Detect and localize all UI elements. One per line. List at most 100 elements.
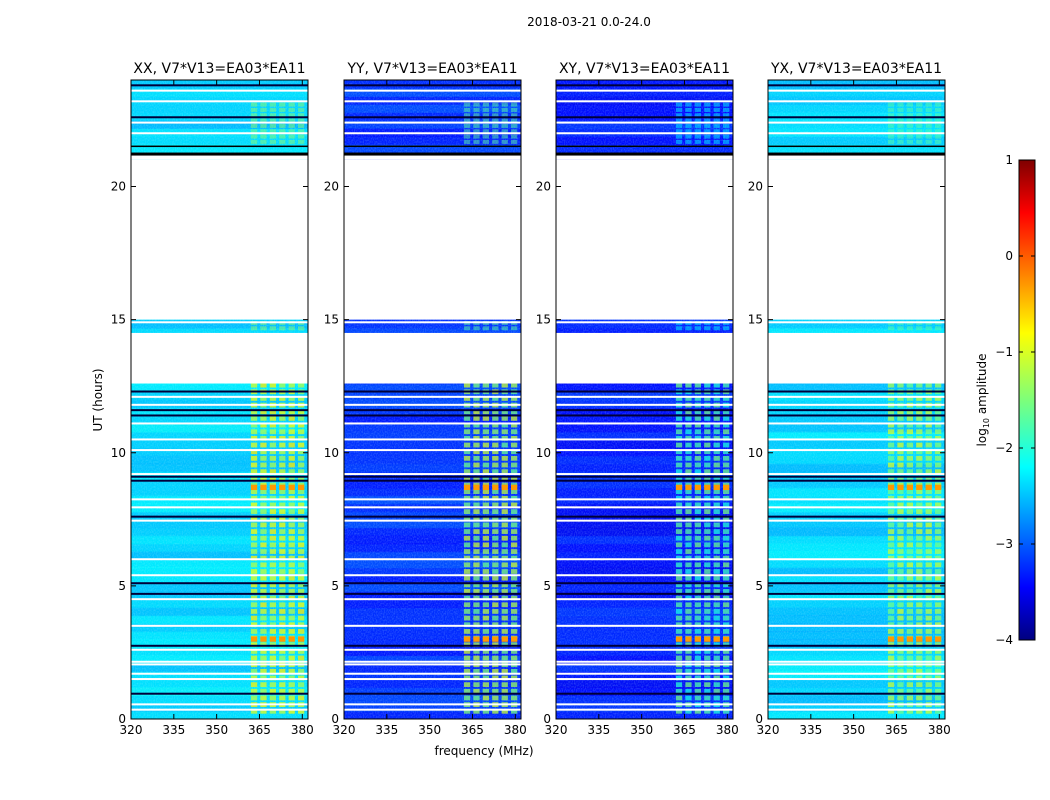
rfi-stripe <box>473 682 480 688</box>
rfi-stripe <box>260 495 267 501</box>
rfi-stripe <box>269 455 277 461</box>
rfi-stripe <box>897 695 904 701</box>
rfi-stripe <box>925 569 932 574</box>
rfi-stripe <box>501 113 508 118</box>
rfi-burst <box>935 484 942 491</box>
rfi-stripe <box>250 622 258 628</box>
rfi-stripe <box>935 326 942 331</box>
flag-line-white <box>556 672 733 675</box>
rfi-stripe <box>713 515 720 521</box>
rfi-stripe <box>887 475 895 481</box>
rfi-stripe <box>906 139 914 144</box>
rfi-stripe <box>887 615 895 621</box>
rfi-stripe <box>925 682 932 688</box>
rfi-stripe <box>473 648 480 654</box>
rfi-stripe <box>501 675 508 681</box>
rfi-stripe <box>704 569 711 574</box>
rfi-stripe <box>685 708 692 714</box>
rfi-stripe <box>473 429 480 435</box>
rfi-stripe <box>897 535 904 541</box>
rfi-stripe <box>887 113 895 118</box>
flag-line-dark <box>344 592 521 595</box>
y-tick-label: 0 <box>118 712 126 726</box>
rfi-stripe <box>463 469 471 475</box>
rfi-stripe <box>260 549 267 554</box>
rfi-stripe <box>723 502 730 508</box>
rfi-stripe <box>473 123 480 128</box>
rfi-stripe <box>288 609 295 614</box>
flag-line-white <box>344 598 521 601</box>
rfi-stripe <box>713 569 720 574</box>
rfi-stripe <box>906 675 914 681</box>
rfi-stripe <box>704 688 711 694</box>
rfi-stripe <box>463 382 471 388</box>
rfi-stripe <box>298 435 305 441</box>
colorbar: −4−3−2−101 log10 amplitude <box>975 153 1036 647</box>
rfi-stripe <box>713 642 720 648</box>
rfi-stripe <box>501 535 508 541</box>
flag-line-white <box>344 624 521 627</box>
rfi-stripe <box>897 602 904 608</box>
rfi-stripe <box>694 113 702 118</box>
rfi-stripe <box>887 655 895 661</box>
rfi-stripe <box>288 549 295 554</box>
rfi-stripe <box>675 416 683 421</box>
rfi-stripe <box>473 502 480 508</box>
rfi-stripe <box>713 529 720 534</box>
flag-line-dark <box>556 84 733 87</box>
x-tick-label: 335 <box>375 723 398 737</box>
rfi-stripe <box>713 602 720 608</box>
x-tick-label: 350 <box>630 723 653 737</box>
rfi-stripe <box>887 462 895 468</box>
rfi-stripe <box>713 429 720 435</box>
rfi-stripe <box>473 455 480 461</box>
flag-line-white <box>768 321 945 324</box>
rfi-stripe <box>906 102 914 107</box>
y-tick-label: 5 <box>118 579 126 593</box>
rfi-stripe <box>298 642 305 648</box>
rfi-stripe <box>694 655 702 661</box>
rfi-stripe <box>675 655 683 661</box>
rfi-stripe <box>279 609 286 614</box>
rfi-stripe <box>473 326 480 331</box>
rfi-stripe <box>269 529 277 534</box>
rfi-stripe <box>723 409 730 415</box>
rfi-stripe <box>482 118 490 123</box>
rfi-stripe <box>501 642 508 648</box>
rfi-stripe <box>501 475 508 481</box>
flag-line-dark <box>131 414 308 417</box>
rfi-stripe <box>897 582 904 588</box>
rfi-stripe <box>463 562 471 568</box>
rfi-stripe <box>925 462 932 468</box>
rfi-stripe <box>713 489 720 495</box>
rfi-stripe <box>260 708 267 714</box>
rfi-stripe <box>906 555 914 561</box>
rfi-stripe <box>463 462 471 468</box>
rfi-stripe <box>675 429 683 435</box>
rfi-stripe <box>897 542 904 548</box>
rfi-stripe <box>704 668 711 674</box>
y-tick-label: 10 <box>324 446 339 460</box>
rfi-burst <box>906 636 914 642</box>
rfi-stripe <box>473 668 480 674</box>
rfi-stripe <box>906 462 914 468</box>
rfi-stripe <box>694 622 702 628</box>
rfi-stripe <box>897 326 904 331</box>
rfi-stripe <box>925 107 932 112</box>
rfi-stripe <box>935 695 942 701</box>
rfi-stripe <box>492 409 499 415</box>
rfi-stripe <box>482 429 490 435</box>
rfi-stripe <box>511 569 518 574</box>
rfi-stripe <box>260 107 267 112</box>
rfi-stripe <box>250 575 258 581</box>
rfi-stripe <box>704 495 711 501</box>
rfi-stripe <box>260 123 267 128</box>
rfi-stripe <box>713 435 720 441</box>
rfi-stripe <box>925 326 932 331</box>
rfi-stripe <box>713 648 720 654</box>
rfi-stripe <box>935 549 942 554</box>
rfi-stripe <box>925 542 932 548</box>
rfi-burst <box>260 636 267 642</box>
colorbar-label-base: log <box>975 428 989 446</box>
rfi-stripe <box>723 107 730 112</box>
